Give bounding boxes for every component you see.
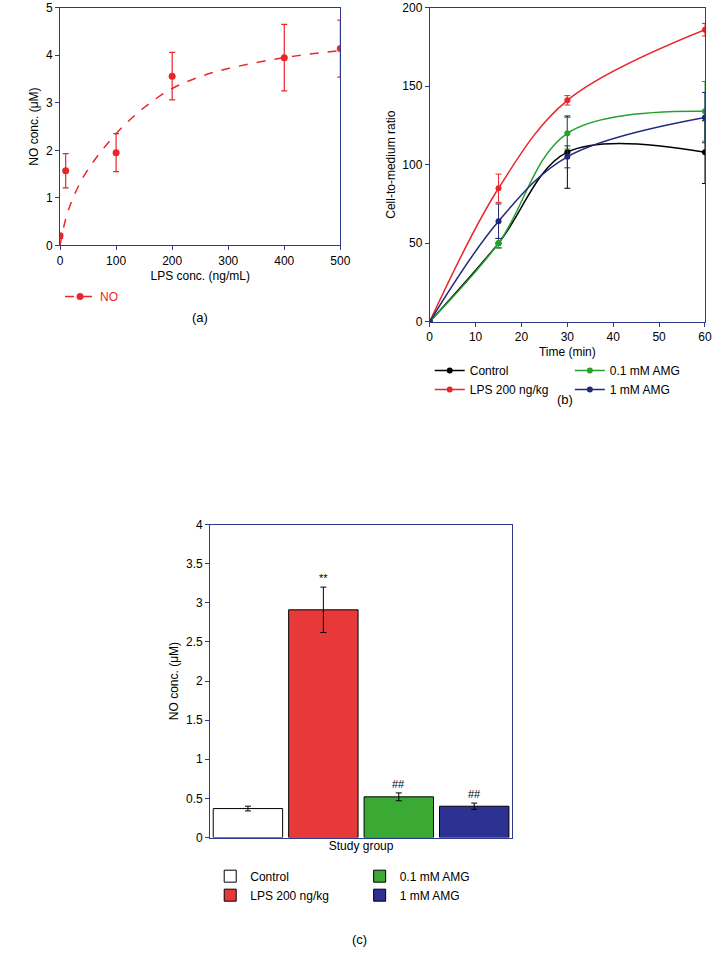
svg-text:2: 2 (46, 144, 53, 158)
svg-text:20: 20 (515, 330, 529, 344)
svg-text:3: 3 (46, 96, 53, 110)
svg-text:40: 40 (607, 330, 621, 344)
svg-text:Study group: Study group (329, 839, 394, 853)
svg-text:0: 0 (426, 330, 433, 344)
svg-text:4: 4 (46, 48, 53, 62)
svg-text:400: 400 (274, 254, 294, 268)
svg-text:4: 4 (196, 518, 203, 532)
svg-text:Cell-to-medium ratio: Cell-to-medium ratio (384, 110, 398, 218)
svg-text:1.5: 1.5 (186, 713, 203, 727)
svg-text:300: 300 (218, 254, 238, 268)
svg-text:Time (min): Time (min) (539, 345, 596, 359)
svg-text:1: 1 (196, 752, 203, 766)
svg-text:(b): (b) (557, 392, 573, 407)
svg-text:500: 500 (330, 254, 350, 268)
svg-text:0: 0 (416, 315, 423, 329)
svg-text:2.5: 2.5 (186, 635, 203, 649)
svg-text:1 mM AMG: 1 mM AMG (400, 889, 460, 903)
svg-text:**: ** (319, 572, 328, 584)
svg-text:(a): (a) (192, 310, 208, 325)
svg-text:NO: NO (100, 290, 118, 304)
svg-text:1 mM AMG: 1 mM AMG (610, 383, 670, 397)
svg-text:1: 1 (46, 191, 53, 205)
svg-text:NO conc. (μM): NO conc. (μM) (27, 87, 41, 165)
svg-text:2: 2 (196, 674, 203, 688)
svg-text:10: 10 (469, 330, 483, 344)
svg-text:60: 60 (698, 330, 712, 344)
svg-text:0: 0 (57, 254, 64, 268)
svg-text:LPS 200 ng/kg: LPS 200 ng/kg (470, 383, 549, 397)
svg-text:50: 50 (652, 330, 666, 344)
svg-text:Control: Control (470, 364, 509, 378)
svg-text:200: 200 (162, 254, 182, 268)
svg-text:NO conc. (μM): NO conc. (μM) (167, 642, 181, 720)
svg-text:200: 200 (402, 1, 422, 15)
svg-text:5: 5 (46, 1, 53, 15)
svg-text:150: 150 (402, 79, 422, 93)
svg-text:0.1 mM AMG: 0.1 mM AMG (400, 870, 470, 884)
svg-text:3: 3 (196, 596, 203, 610)
svg-text:Control: Control (250, 870, 289, 884)
svg-text:(c): (c) (352, 932, 367, 947)
svg-text:50: 50 (409, 236, 423, 250)
svg-text:0: 0 (46, 239, 53, 253)
svg-text:##: ## (392, 778, 405, 790)
svg-text:0.1 mM AMG: 0.1 mM AMG (610, 364, 680, 378)
svg-text:30: 30 (561, 330, 575, 344)
svg-text:3.5: 3.5 (186, 557, 203, 571)
svg-text:LPS conc. (ng/mL): LPS conc. (ng/mL) (151, 269, 250, 283)
svg-text:LPS 200 ng/kg: LPS 200 ng/kg (250, 889, 329, 903)
svg-text:##: ## (468, 788, 481, 800)
svg-text:0: 0 (196, 831, 203, 845)
svg-text:100: 100 (106, 254, 126, 268)
svg-text:0.5: 0.5 (186, 792, 203, 806)
svg-text:100: 100 (402, 158, 422, 172)
